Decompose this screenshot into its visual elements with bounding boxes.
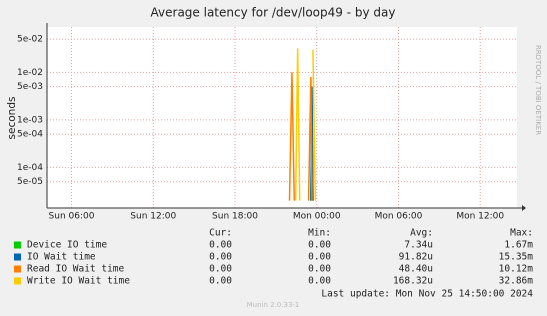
- legend-swatch: [14, 265, 21, 273]
- stats-value: 48.40u: [399, 264, 433, 275]
- series-line: [288, 72, 313, 201]
- stats-value: 91.82u: [399, 252, 433, 263]
- stats-header: Avg:: [410, 228, 433, 239]
- legend-swatch: [14, 253, 21, 261]
- y-axis-label: seconds: [6, 97, 18, 140]
- stats-value: 0.00: [209, 276, 232, 287]
- y-tick-label: 5e-02: [17, 35, 43, 45]
- legend-label: Write IO Wait time: [27, 276, 130, 287]
- legend-label: Read IO Wait time: [27, 264, 125, 275]
- chart-title: Average latency for /dev/loop49 - by day: [151, 6, 396, 20]
- legend-label: IO Wait time: [27, 252, 96, 263]
- stats-value: 0.00: [308, 276, 331, 287]
- stats-value: 0.00: [308, 264, 331, 275]
- footer: Munin 2.0.33-1: [247, 301, 300, 309]
- legend-label: Device IO time: [27, 240, 107, 251]
- stats-header: Min:: [308, 228, 331, 239]
- y-tick-label: 1e-03: [17, 115, 43, 125]
- y-tick-label: 5e-04: [17, 130, 43, 140]
- stats-value: 0.00: [209, 252, 232, 263]
- stats-value: 32.86m: [499, 276, 534, 287]
- stats-value: 15.35m: [499, 252, 534, 263]
- legend: Cur: Min: Avg: Max:Device IO time 0.00 0.00 7.…: [14, 228, 533, 287]
- stats-header: Cur:: [209, 228, 232, 239]
- stats-value: 0.00: [209, 264, 232, 275]
- lines: [288, 48, 317, 201]
- series-line: [294, 48, 317, 201]
- axis-arrow: [522, 205, 526, 211]
- x-tick-label: Sun 12:00: [130, 212, 176, 222]
- stats-value: 0.00: [209, 240, 232, 251]
- x-tick-label: Mon 12:00: [456, 212, 504, 222]
- stats-value: 0.00: [308, 240, 331, 251]
- stats-value: 10.12m: [499, 264, 534, 275]
- stats-value: 0.00: [308, 252, 331, 263]
- x-tick-label: Mon 06:00: [375, 212, 423, 222]
- last-update: Last update: Mon Nov 25 14:50:00 2024: [321, 289, 533, 300]
- x-tick-label: Sun 06:00: [49, 212, 95, 222]
- y-tick-label: 1e-02: [17, 68, 43, 78]
- plot-area: [47, 27, 517, 208]
- legend-swatch: [14, 241, 21, 249]
- y-tick-label: 5e-03: [17, 82, 43, 92]
- stats-value: 1.67m: [504, 240, 533, 251]
- stats-value: 168.32u: [393, 276, 433, 287]
- side-text: RRDTOOL / TOBI OETIKER: [534, 45, 542, 135]
- legend-swatch: [14, 277, 21, 285]
- x-tick-label: Mon 00:00: [293, 212, 341, 222]
- x-tick-label: Sun 18:00: [212, 212, 258, 222]
- y-tick-label: 5e-05: [17, 177, 43, 187]
- y-tick-label: 1e-04: [17, 163, 43, 173]
- stats-header: Max:: [510, 228, 533, 239]
- stats-value: 7.34u: [404, 240, 433, 251]
- grid: [47, 27, 517, 208]
